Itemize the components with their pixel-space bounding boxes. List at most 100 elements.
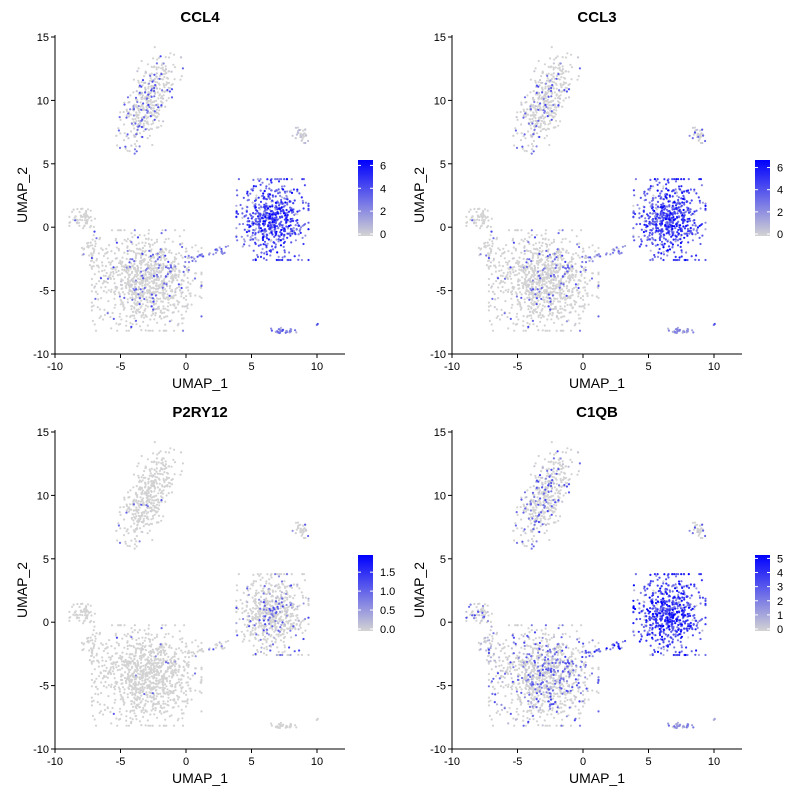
cell-point [689, 135, 691, 137]
cell-point [174, 78, 176, 80]
cell-point [544, 104, 546, 106]
cell-point [296, 222, 298, 224]
cell-point [283, 242, 285, 244]
cell-point [98, 252, 100, 254]
cell-point [666, 228, 668, 230]
cell-point [274, 178, 276, 180]
cell-point [242, 223, 244, 225]
cell-point [172, 241, 174, 243]
cell-point [704, 228, 706, 230]
cell-point [90, 219, 92, 221]
cell-point [154, 84, 156, 86]
cell-point [559, 295, 561, 297]
cell-point [125, 148, 127, 150]
cell-point [147, 116, 149, 118]
cell-point [538, 136, 540, 138]
cell-point [167, 261, 169, 263]
cell-point [288, 225, 290, 227]
cell-point [158, 272, 160, 274]
cell-point [533, 70, 535, 72]
cell-point [302, 200, 304, 202]
cell-point [81, 247, 83, 249]
cell-point [475, 222, 477, 224]
cell-point [674, 331, 676, 333]
cell-point [252, 189, 254, 191]
cell-point [177, 310, 179, 312]
cell-point [159, 75, 161, 77]
cell-point [487, 219, 489, 221]
cell-point [286, 178, 288, 180]
cell-point [657, 190, 659, 192]
cell-point [677, 229, 679, 231]
cell-point [532, 254, 534, 256]
cell-point [283, 212, 285, 214]
cell-point [265, 185, 267, 187]
cell-point [663, 208, 665, 210]
cell-point [248, 220, 250, 222]
cell-point [98, 271, 100, 273]
cell-point [148, 296, 150, 298]
cell-point [295, 224, 297, 226]
cell-point [135, 323, 137, 325]
cell-point [133, 522, 135, 524]
cell-point [669, 219, 671, 221]
cell-point [185, 305, 187, 307]
cell-point [181, 242, 183, 244]
cell-point [160, 520, 162, 522]
cell-point [653, 210, 655, 212]
cell-point [136, 520, 138, 522]
cell-point [172, 304, 174, 306]
cell-point [144, 114, 146, 116]
cell-point [597, 273, 599, 275]
cell-point [676, 195, 678, 197]
cell-point [260, 227, 262, 229]
cell-point [170, 266, 172, 268]
cell-point [516, 111, 518, 113]
cell-point [126, 109, 128, 111]
cell-point [525, 261, 527, 263]
cell-point [105, 248, 107, 250]
cell-point [82, 227, 84, 229]
cell-point [574, 301, 576, 303]
cell-point [274, 226, 276, 228]
cell-point [660, 228, 662, 230]
cell-point [133, 260, 135, 262]
cell-point [528, 236, 530, 238]
cell-point [574, 323, 576, 325]
cell-point [284, 214, 286, 216]
cell-point [152, 452, 154, 454]
cell-point [246, 206, 248, 208]
cell-point [208, 253, 210, 255]
cell-point [136, 485, 138, 487]
cell-point [147, 518, 149, 520]
cell-point [104, 314, 106, 316]
cell-point [281, 196, 283, 198]
cell-point [121, 287, 123, 289]
cell-point [141, 96, 143, 98]
cell-point [292, 135, 294, 137]
cell-point [257, 215, 259, 217]
cell-point [695, 254, 697, 256]
cell-point [134, 153, 136, 155]
cell-point [689, 202, 691, 204]
cell-point [263, 213, 265, 215]
cell-point [180, 451, 182, 453]
cell-point [239, 223, 241, 225]
cell-point [530, 114, 532, 116]
cell-point [157, 507, 159, 509]
cell-point [279, 195, 281, 197]
cell-point [512, 271, 514, 273]
cell-point [280, 199, 282, 201]
cell-point [488, 257, 490, 259]
cell-point [169, 304, 171, 306]
cell-point [156, 239, 158, 241]
cell-point [124, 239, 126, 241]
cell-point [185, 643, 187, 645]
cell-point [146, 102, 148, 104]
cell-point [266, 212, 268, 214]
cell-point [502, 248, 504, 250]
cell-point [638, 236, 640, 238]
cell-point [150, 248, 152, 250]
cell-point [266, 237, 268, 239]
cell-point [164, 259, 166, 261]
